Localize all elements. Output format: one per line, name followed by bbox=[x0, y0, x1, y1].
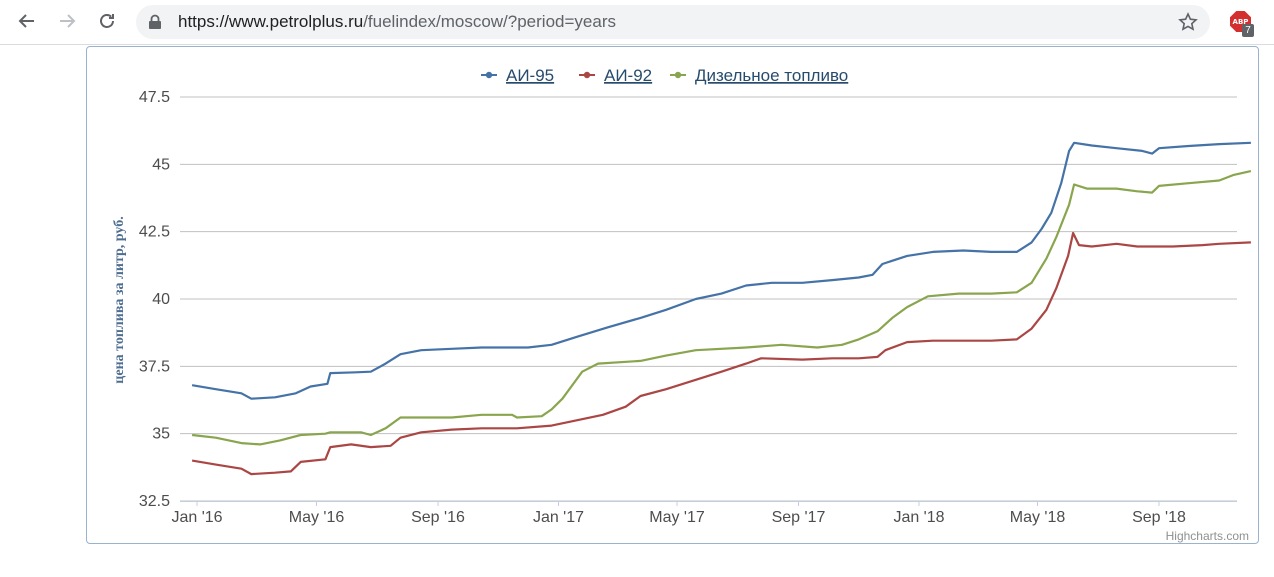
adblock-extension-button[interactable]: ABP 7 bbox=[1228, 10, 1254, 37]
price-chart: 47.5 45 42.5 40 37.5 35 32.5 Jan '16 May '16 Sep… bbox=[112, 66, 1252, 543]
reload-button[interactable] bbox=[92, 6, 122, 36]
arrow-left-icon bbox=[18, 14, 34, 28]
y-axis-ticks: 47.5 45 42.5 40 37.5 35 32.5 bbox=[139, 89, 170, 510]
y-tick-label: 32.5 bbox=[139, 493, 170, 510]
address-bar[interactable]: https://www.petrolplus.ru/fuelindex/mosc… bbox=[136, 5, 1210, 39]
x-tick-label: Sep '18 bbox=[1132, 509, 1186, 526]
browser-toolbar: https://www.petrolplus.ru/fuelindex/mosc… bbox=[0, 0, 1274, 45]
series-lines bbox=[191, 141, 1252, 476]
legend-item-1[interactable]: АИ-95 bbox=[481, 66, 554, 85]
legend-marker bbox=[674, 71, 682, 79]
url-path: /fuelindex/moscow/?period=years bbox=[363, 12, 616, 31]
y-tick-label: 47.5 bbox=[139, 89, 170, 106]
y-tick-label: 35 bbox=[152, 426, 170, 443]
legend: АИ-95 АИ-92 Дизельное топливо bbox=[481, 66, 848, 85]
legend-marker bbox=[583, 71, 591, 79]
series-line-1[interactable] bbox=[191, 141, 1251, 400]
x-tick-label: Sep '16 bbox=[411, 509, 465, 526]
chart-container: 47.5 45 42.5 40 37.5 35 32.5 Jan '16 May '16 Sep… bbox=[86, 46, 1259, 544]
arrow-right-icon bbox=[60, 14, 76, 28]
legend-label: АИ-92 bbox=[604, 66, 652, 85]
x-tick-label: May '18 bbox=[1010, 509, 1066, 526]
y-tick-label: 42.5 bbox=[139, 224, 170, 241]
url-text: https://www.petrolplus.ru/fuelindex/mosc… bbox=[178, 12, 616, 32]
grid-lines bbox=[180, 96, 1237, 502]
extension-badge: 7 bbox=[1242, 24, 1254, 37]
x-tick-label: May '17 bbox=[649, 509, 705, 526]
legend-label: Дизельное топливо bbox=[695, 66, 848, 85]
url-host: https://www.petrolplus.ru bbox=[178, 12, 364, 31]
y-axis-title: цена топлива за литр, руб. bbox=[112, 216, 127, 383]
forward-button[interactable] bbox=[52, 6, 82, 36]
x-tick-label: Jan '17 bbox=[533, 509, 584, 526]
legend-item-3[interactable]: Дизельное топливо bbox=[670, 66, 848, 85]
y-tick-label: 37.5 bbox=[139, 358, 170, 375]
x-tick-label: Jan '18 bbox=[893, 509, 944, 526]
legend-label: АИ-95 bbox=[506, 66, 554, 85]
x-axis: Jan '16 May '16 Sep '16 Jan '17 May '17 Sep '… bbox=[171, 501, 1237, 526]
legend-marker bbox=[485, 71, 493, 79]
x-tick-label: Jan '16 bbox=[171, 509, 222, 526]
y-tick-label: 40 bbox=[152, 291, 170, 308]
back-button[interactable] bbox=[12, 6, 42, 36]
credits-link[interactable]: Highcharts.com bbox=[1166, 529, 1249, 543]
lock-icon bbox=[149, 14, 161, 29]
y-tick-label: 45 bbox=[152, 156, 170, 173]
bookmark-star-icon[interactable] bbox=[1178, 12, 1198, 32]
x-tick-label: May '16 bbox=[289, 509, 345, 526]
x-tick-label: Sep '17 bbox=[772, 509, 826, 526]
legend-item-2[interactable]: АИ-92 bbox=[579, 66, 652, 85]
reload-icon bbox=[100, 14, 114, 28]
series-line-3[interactable] bbox=[191, 170, 1252, 446]
series-line-2[interactable] bbox=[191, 231, 1251, 476]
